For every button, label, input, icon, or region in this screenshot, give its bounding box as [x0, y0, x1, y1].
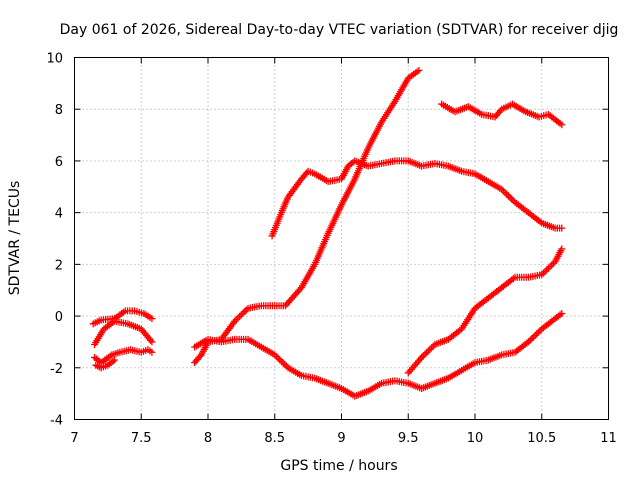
data-point — [556, 311, 564, 319]
data-point — [429, 342, 437, 350]
x-tick-label: 10 — [467, 431, 484, 446]
data-point — [281, 361, 289, 369]
data-point — [428, 344, 436, 352]
data-point — [524, 338, 532, 346]
data-point — [506, 193, 514, 201]
data-point — [421, 350, 429, 358]
data-points — [89, 66, 566, 400]
series-sat-h — [404, 245, 566, 377]
data-point — [503, 190, 511, 198]
y-tick-label: 8 — [55, 103, 63, 118]
data-point — [534, 328, 542, 336]
series-sat-i — [438, 100, 566, 129]
series-sat-g — [268, 157, 566, 240]
data-point — [277, 357, 285, 365]
data-point — [424, 347, 432, 355]
chart-title: Day 061 of 2026, Sidereal Day-to-day VTE… — [60, 22, 619, 38]
data-point — [242, 306, 250, 314]
data-point — [237, 311, 245, 319]
y-tick-label: 2 — [55, 258, 63, 273]
data-point — [558, 121, 566, 129]
data-point — [271, 351, 279, 359]
series-sat-b — [91, 317, 156, 349]
series-sat-e — [191, 66, 423, 367]
data-point — [296, 285, 304, 293]
data-point — [541, 267, 549, 275]
data-point — [272, 352, 280, 360]
x-axis-label: GPS time / hours — [280, 458, 397, 474]
x-tick-label: 8.5 — [264, 431, 285, 446]
y-tick-label: 6 — [55, 155, 63, 170]
data-point — [282, 362, 290, 370]
data-point — [109, 357, 117, 365]
data-point — [423, 349, 431, 357]
x-tick-label: 9.5 — [398, 431, 419, 446]
data-point — [548, 261, 556, 269]
data-point — [234, 314, 242, 322]
data-point — [501, 189, 509, 197]
data-point — [546, 263, 554, 271]
data-point — [241, 308, 249, 316]
y-tick-label: -4 — [50, 414, 63, 429]
series-sat-f — [191, 309, 566, 400]
x-tick-label: 9 — [337, 431, 345, 446]
data-point — [508, 195, 516, 203]
data-point — [538, 271, 546, 279]
data-point — [529, 333, 537, 341]
data-point — [111, 356, 119, 364]
data-point — [536, 218, 544, 226]
data-point — [498, 185, 506, 193]
data-point — [533, 330, 541, 338]
data-point — [558, 224, 566, 232]
data-point — [274, 354, 282, 362]
data-point — [232, 316, 240, 324]
data-point — [539, 269, 547, 277]
data-point — [509, 275, 517, 283]
data-point — [418, 353, 426, 361]
data-point — [556, 119, 564, 127]
x-tick-label: 7.5 — [131, 431, 152, 446]
x-tick-label: 7 — [70, 431, 78, 446]
data-point — [426, 345, 434, 353]
x-tick-label: 10.5 — [527, 431, 556, 446]
data-point — [544, 264, 552, 272]
series-sat-a — [89, 307, 156, 328]
data-point — [558, 245, 566, 253]
x-tick-label: 8 — [204, 431, 212, 446]
data-point — [558, 309, 566, 317]
data-point — [148, 338, 156, 346]
y-axis-label: SDTVAR / TECUs — [7, 181, 23, 296]
data-point — [148, 348, 156, 356]
data-point — [279, 359, 287, 367]
x-tick-label: 11 — [600, 431, 617, 446]
y-tick-label: 4 — [55, 207, 63, 222]
data-point — [531, 331, 539, 339]
data-point — [499, 187, 507, 195]
data-point — [504, 192, 512, 200]
data-point — [415, 66, 423, 74]
data-point — [148, 315, 156, 323]
series-sat-d — [92, 356, 119, 372]
data-point — [419, 352, 427, 360]
data-point — [147, 336, 155, 344]
data-point — [276, 356, 284, 364]
axis-ticks: 7 7.5 8 8.5 9 9.5 10 10.5 11 -4 -2 0 2 4 6 8 10 — [46, 52, 616, 447]
y-tick-label: -2 — [50, 362, 63, 377]
data-point — [528, 335, 536, 343]
data-point — [543, 266, 551, 274]
data-point — [526, 336, 534, 344]
series-sat-c — [91, 346, 156, 367]
y-tick-label: 0 — [55, 310, 63, 325]
data-point — [231, 317, 239, 325]
plot-frame — [74, 57, 609, 420]
y-tick-label: 10 — [46, 52, 63, 67]
data-point — [239, 309, 247, 317]
data-point — [236, 312, 244, 320]
